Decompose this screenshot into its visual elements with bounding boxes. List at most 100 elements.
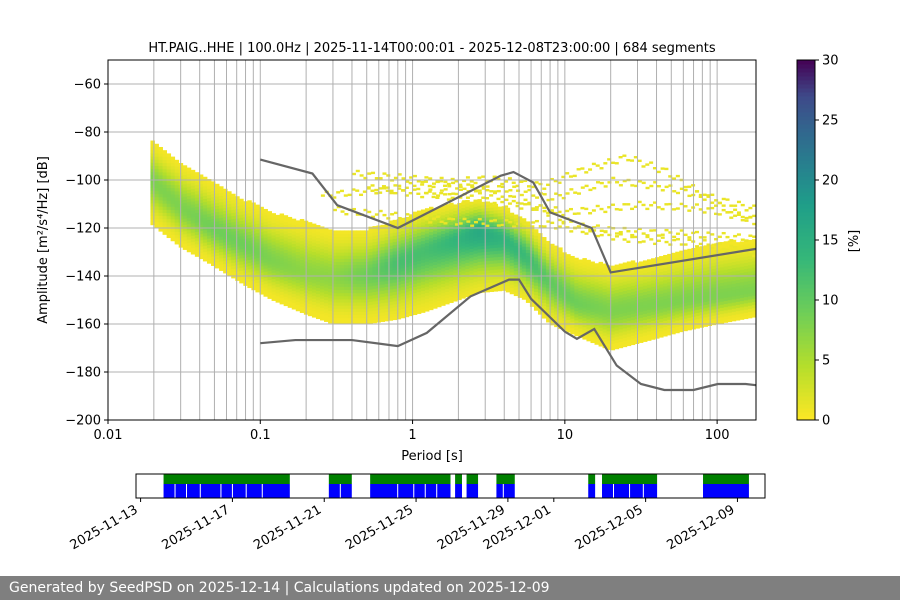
- psd-density-cell: [384, 308, 390, 312]
- psd-density-cell: [433, 305, 438, 309]
- psd-density-cell: [255, 207, 260, 212]
- psd-density-cell: [235, 236, 240, 241]
- psd-density-cell: [396, 222, 402, 226]
- psd-density-cell: [735, 282, 741, 287]
- psd-density-cell: [356, 320, 361, 325]
- psd-density-cell: [332, 308, 337, 312]
- psd-density-cell: [150, 181, 155, 185]
- psd-density-cell: [271, 284, 276, 289]
- psd-density-cell: [235, 221, 240, 225]
- psd-density-cell: [659, 330, 664, 335]
- psd-density-cell: [206, 247, 212, 252]
- psd-density-cell: [247, 278, 252, 282]
- psd-density-cell: [622, 312, 628, 316]
- psd-density-cell: [659, 315, 664, 319]
- psd-density-cell: [618, 338, 624, 342]
- psd-density-cell: [630, 322, 636, 327]
- psd-density-cell: [344, 299, 349, 303]
- psd-density-cell: [279, 266, 285, 271]
- psd-density-cell: [429, 303, 434, 308]
- psd-density-cell: [703, 257, 708, 262]
- psd-density-cell: [659, 293, 664, 298]
- psd-density-cell: [739, 263, 745, 267]
- psd-density-cell: [287, 241, 293, 246]
- psd-density-cell: [162, 162, 167, 167]
- psd-density-cell: [747, 258, 753, 263]
- psd-density-cell: [687, 261, 692, 265]
- psd-density-cell: [453, 235, 458, 240]
- psd-density-cell: [283, 296, 289, 300]
- psd-density-cell: [590, 305, 595, 309]
- psd-density-cell: [352, 283, 357, 287]
- psd-density-cell: [166, 193, 172, 198]
- psd-density-cell: [211, 237, 216, 242]
- psd-density-cell: [420, 275, 426, 279]
- colorbar-swatch: [797, 364, 815, 369]
- psd-outlier-cell: [698, 195, 703, 198]
- psd-density-cell: [202, 239, 208, 243]
- psd-density-cell: [618, 316, 624, 321]
- psd-density-cell: [533, 285, 539, 289]
- psd-density-cell: [295, 282, 301, 287]
- psd-density-cell: [441, 214, 446, 219]
- psd-density-cell: [647, 312, 652, 316]
- psd-density-cell: [441, 239, 446, 244]
- psd-outlier-cell: [725, 249, 730, 252]
- psd-density-cell: [360, 233, 365, 238]
- psd-density-cell: [477, 249, 482, 253]
- psd-density-cell: [642, 297, 648, 302]
- psd-density-cell: [465, 256, 470, 260]
- psd-density-cell: [206, 207, 212, 211]
- psd-density-cell: [533, 247, 539, 252]
- psd-density-cell: [380, 277, 385, 282]
- psd-density-cell: [554, 248, 559, 253]
- psd-density-cell: [211, 234, 216, 238]
- psd-density-cell: [465, 224, 470, 229]
- psd-density-cell: [546, 281, 551, 286]
- psd-density-cell: [481, 201, 486, 206]
- colorbar-swatch: [797, 244, 815, 249]
- psd-density-cell: [517, 247, 523, 252]
- psd-density-cell: [360, 270, 365, 275]
- psd-outlier-cell: [427, 190, 432, 193]
- psd-density-cell: [509, 271, 515, 276]
- psd-outlier-cell: [607, 226, 612, 229]
- psd-density-cell: [275, 280, 281, 284]
- psd-density-cell: [747, 261, 753, 266]
- psd-density-cell: [424, 270, 430, 275]
- psd-density-cell: [513, 283, 519, 287]
- psd-density-cell: [194, 225, 200, 229]
- psd-density-cell: [586, 284, 591, 289]
- psd-density-cell: [554, 283, 559, 287]
- psd-outlier-cell: [378, 209, 383, 213]
- psd-density-cell: [412, 211, 418, 216]
- psd-density-cell: [626, 264, 632, 269]
- colorbar-swatch: [797, 308, 815, 313]
- psd-density-cell: [606, 284, 612, 288]
- psd-density-cell: [247, 219, 252, 223]
- psd-density-cell: [408, 306, 414, 310]
- psd-density-cell: [602, 338, 608, 342]
- psd-density-cell: [324, 234, 329, 238]
- psd-outlier-cell: [462, 217, 467, 221]
- processed-segment: [588, 484, 596, 498]
- psd-density-cell: [211, 231, 216, 235]
- psd-density-cell: [622, 278, 628, 282]
- colorbar-swatch: [797, 316, 815, 321]
- psd-density-cell: [731, 267, 737, 272]
- psd-density-cell: [642, 332, 648, 336]
- psd-density-cell: [485, 229, 490, 234]
- psd-density-cell: [429, 256, 434, 261]
- psd-density-cell: [227, 216, 232, 220]
- psd-density-cell: [485, 217, 490, 221]
- psd-density-cell: [227, 203, 232, 208]
- psd-density-cell: [396, 259, 402, 264]
- psd-outlier-cell: [405, 213, 410, 216]
- psd-density-cell: [315, 309, 321, 313]
- psd-density-cell: [533, 294, 539, 299]
- psd-density-cell: [324, 318, 329, 322]
- psd-density-cell: [659, 309, 664, 313]
- psd-density-cell: [550, 271, 555, 276]
- psd-outlier-cell: [370, 184, 375, 187]
- psd-density-cell: [558, 275, 563, 280]
